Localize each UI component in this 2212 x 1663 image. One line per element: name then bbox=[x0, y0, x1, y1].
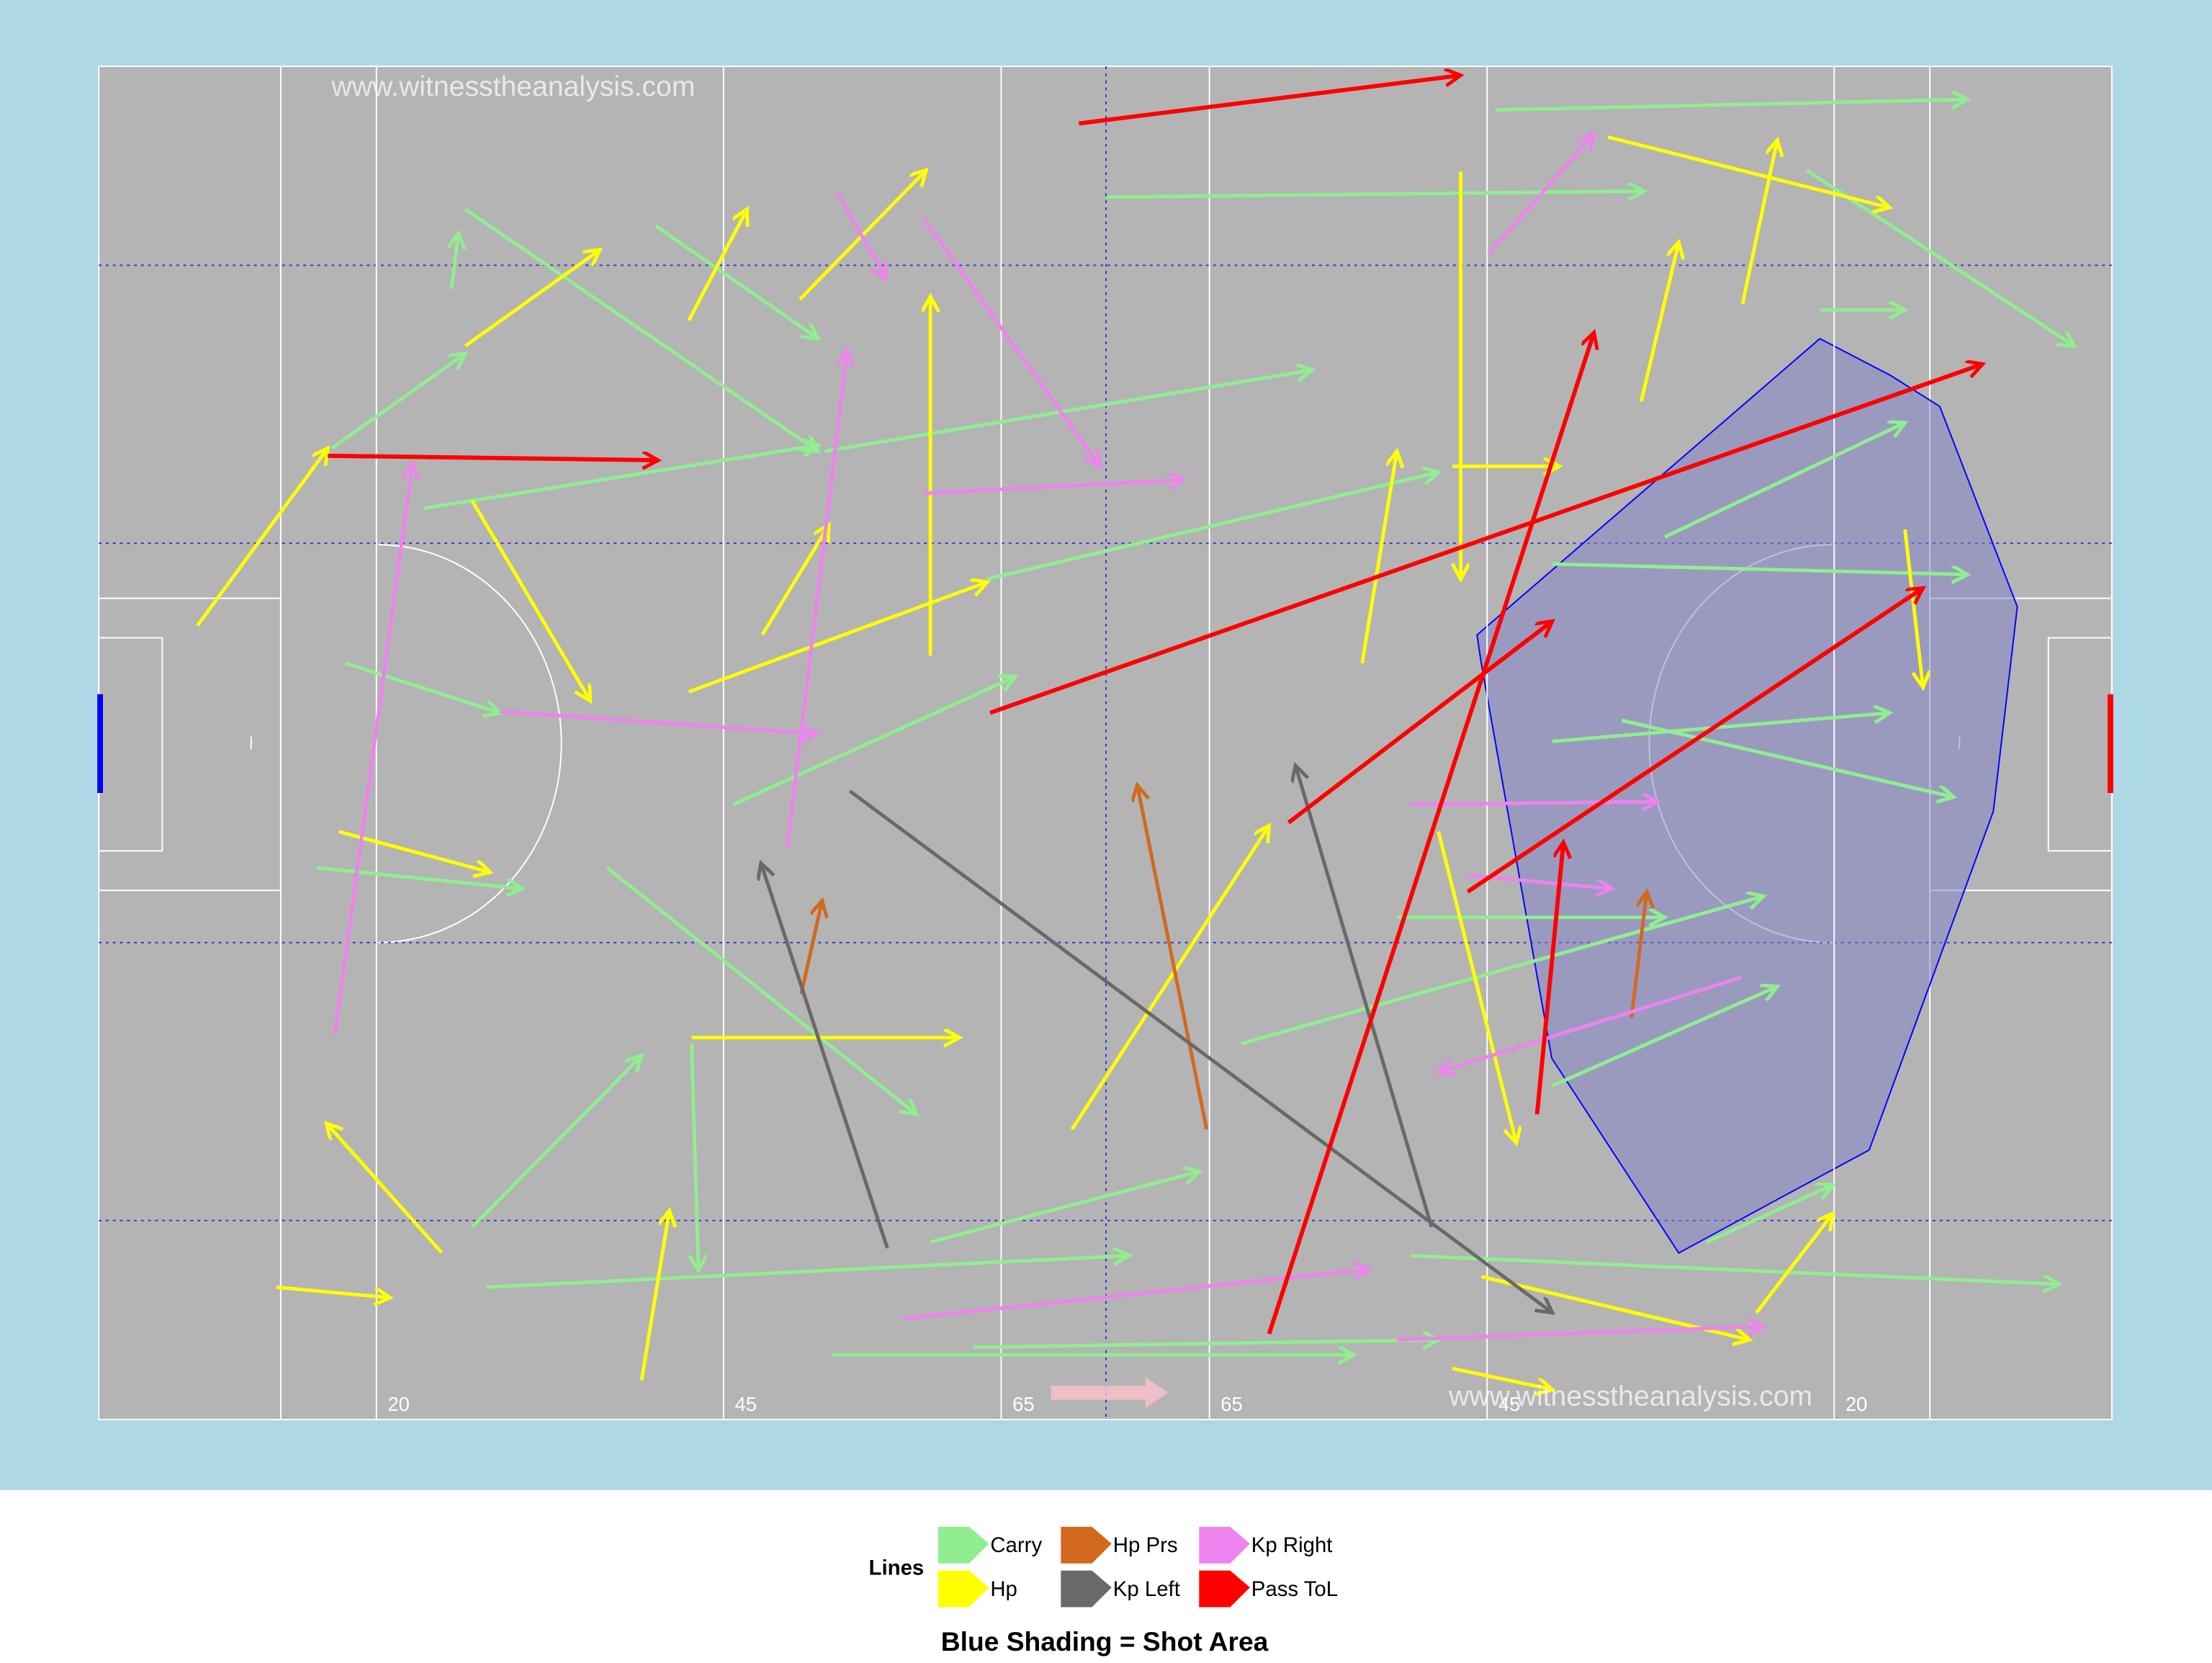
arrow bbox=[1552, 713, 1890, 743]
arrow bbox=[338, 830, 490, 872]
arrow bbox=[1396, 1327, 1763, 1342]
arrow bbox=[989, 364, 1983, 715]
arrow bbox=[654, 224, 818, 339]
arrow bbox=[1705, 1185, 1833, 1244]
caption: Blue Shading = Shot Area bbox=[941, 1626, 1269, 1657]
arrow bbox=[1241, 896, 1763, 1046]
arrow bbox=[1267, 333, 1594, 1335]
arrow bbox=[1495, 99, 1968, 112]
legend-label: Hp Prs bbox=[1113, 1533, 1178, 1557]
legend-label: Kp Left bbox=[1113, 1577, 1180, 1601]
arrow bbox=[639, 1211, 670, 1381]
arrow bbox=[464, 250, 600, 348]
arrow bbox=[799, 901, 822, 995]
x-tick-label: 20 bbox=[387, 1393, 409, 1415]
legend-swatch bbox=[938, 1526, 989, 1564]
arrow bbox=[1079, 76, 1460, 126]
arrow bbox=[922, 217, 1100, 466]
arrow bbox=[1621, 718, 1954, 797]
legend-label: Hp bbox=[990, 1577, 1017, 1601]
legend-swatch bbox=[1061, 1570, 1112, 1608]
arrow bbox=[1639, 242, 1678, 403]
arrow bbox=[732, 677, 1015, 807]
arrow bbox=[470, 500, 590, 701]
arrow bbox=[464, 207, 818, 451]
x-tick-label: 45 bbox=[734, 1393, 756, 1415]
arrow bbox=[331, 354, 465, 450]
arrow bbox=[902, 1269, 1370, 1321]
arrow bbox=[1295, 766, 1434, 1228]
arrow bbox=[1629, 892, 1647, 1018]
arrow bbox=[1360, 452, 1397, 664]
legend-swatch bbox=[938, 1570, 989, 1608]
arrow bbox=[423, 445, 818, 511]
arrow bbox=[1437, 831, 1516, 1143]
arc bbox=[378, 544, 562, 943]
legend-title: Lines bbox=[869, 1556, 925, 1579]
arrow bbox=[1070, 825, 1269, 1131]
arrow bbox=[345, 661, 500, 713]
arrow bbox=[1663, 423, 1905, 539]
arrow bbox=[1534, 842, 1564, 1115]
arrow bbox=[1551, 987, 1777, 1088]
arrow bbox=[485, 1255, 1129, 1289]
legend-label: Kp Right bbox=[1251, 1533, 1333, 1557]
arrow bbox=[824, 370, 1313, 453]
arrow bbox=[1411, 1253, 2059, 1284]
arrow bbox=[451, 233, 459, 290]
arrow bbox=[848, 789, 1552, 1312]
arrow bbox=[1411, 802, 1658, 804]
arrow bbox=[923, 480, 1184, 496]
legend-swatch bbox=[1061, 1526, 1112, 1564]
x-tick-label: 65 bbox=[1220, 1393, 1242, 1415]
arrow bbox=[761, 864, 889, 1249]
arrow bbox=[1552, 562, 1968, 575]
arrow bbox=[471, 1056, 642, 1229]
x-tick-label: 45 bbox=[1498, 1393, 1520, 1415]
arrow bbox=[328, 456, 658, 460]
arrow bbox=[835, 192, 886, 278]
arrow bbox=[1137, 785, 1209, 1130]
legend-background bbox=[0, 1489, 2212, 1659]
arrow bbox=[973, 1340, 1439, 1347]
arrow bbox=[688, 582, 988, 694]
x-tick-label: 20 bbox=[1845, 1393, 1867, 1415]
arrow bbox=[333, 463, 413, 1035]
arrow bbox=[687, 209, 747, 322]
arrow bbox=[1452, 1366, 1552, 1389]
watermark: www.witnesstheanalysis.com bbox=[1448, 1381, 1812, 1412]
arrow bbox=[1287, 621, 1552, 825]
legend-label: Pass ToL bbox=[1251, 1577, 1338, 1601]
arrow bbox=[500, 709, 817, 734]
legend-swatch bbox=[1199, 1570, 1250, 1608]
arrow bbox=[1439, 975, 1742, 1072]
arrow bbox=[786, 351, 847, 847]
arrow bbox=[1740, 140, 1777, 305]
attack-direction bbox=[1051, 1377, 1169, 1409]
arrow bbox=[930, 1171, 1200, 1244]
arrow bbox=[1466, 588, 1923, 894]
arrow bbox=[606, 866, 917, 1114]
arrow bbox=[1755, 1214, 1833, 1314]
arrow bbox=[1487, 134, 1594, 256]
arrow bbox=[276, 1285, 390, 1298]
arrow bbox=[196, 448, 328, 627]
arrow bbox=[326, 1124, 444, 1254]
arrow bbox=[1106, 191, 1644, 197]
x-tick-label: 65 bbox=[1012, 1393, 1034, 1415]
legend-label: Carry bbox=[990, 1533, 1042, 1557]
legend-swatch bbox=[1199, 1526, 1250, 1564]
arrow bbox=[986, 472, 1439, 581]
arrow bbox=[316, 866, 522, 889]
arrow bbox=[691, 1043, 698, 1270]
arrow bbox=[760, 525, 830, 636]
arrow bbox=[1903, 529, 1923, 687]
watermark: www.witnesstheanalysis.com bbox=[331, 71, 695, 102]
arrow bbox=[1607, 135, 1889, 207]
